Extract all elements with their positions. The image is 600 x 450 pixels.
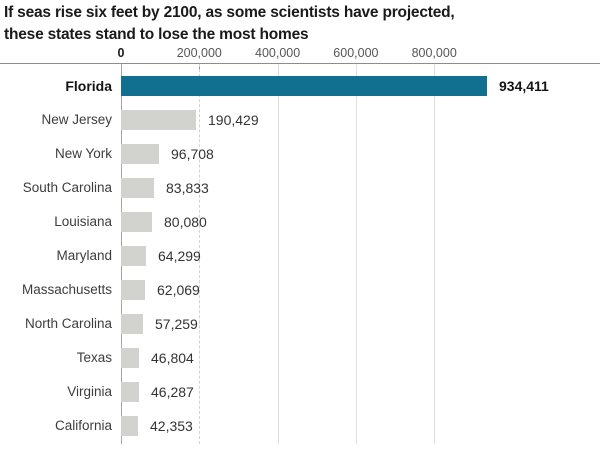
value-label: 80,080 xyxy=(164,214,207,230)
state-label: Florida xyxy=(65,78,112,94)
bar xyxy=(121,76,487,96)
state-label: New York xyxy=(54,146,112,161)
chart-title-line-2: these states stand to lose the most home… xyxy=(4,26,309,43)
value-label: 83,833 xyxy=(166,180,209,196)
bar-row: New York 96,708 xyxy=(0,137,600,171)
bar xyxy=(121,110,196,130)
bar-row: California 42,353 xyxy=(0,409,600,443)
chart-title-line-1: If seas rise six feet by 2100, as some s… xyxy=(4,4,455,21)
x-axis-tick-label: 0 xyxy=(117,46,125,60)
value-label: 190,429 xyxy=(208,112,259,128)
state-label: Maryland xyxy=(56,248,112,263)
bar xyxy=(121,178,154,198)
x-axis-tick-label: 200,000 xyxy=(176,46,222,60)
state-label: Virginia xyxy=(67,384,112,399)
gridline xyxy=(277,64,279,444)
value-label: 46,287 xyxy=(151,384,194,400)
state-label: California xyxy=(54,418,112,433)
bar-row: South Carolina 83,833 xyxy=(0,171,600,205)
bar-rows: Florida 934,411 New Jersey 190,429 New York 9… xyxy=(0,69,600,443)
bar-row: Virginia 46,287 xyxy=(0,375,600,409)
bar-row: Maryland 64,299 xyxy=(0,239,600,273)
x-axis-line xyxy=(0,63,600,64)
value-label: 42,353 xyxy=(150,418,193,434)
x-axis-tick-label: 400,000 xyxy=(255,46,301,60)
value-label: 96,708 xyxy=(171,146,214,162)
bar xyxy=(121,280,145,300)
bar-row: Louisiana 80,080 xyxy=(0,205,600,239)
value-label: 62,069 xyxy=(157,282,200,298)
bar xyxy=(121,246,146,266)
state-label: Texas xyxy=(76,350,112,365)
value-label: 46,804 xyxy=(151,350,194,366)
bar xyxy=(121,348,139,368)
bar xyxy=(121,382,139,402)
state-label: Louisiana xyxy=(54,214,112,229)
state-label: Massachusetts xyxy=(21,282,112,297)
bar xyxy=(121,314,143,334)
state-label: North Carolina xyxy=(24,316,112,331)
x-axis-tick-label: 800,000 xyxy=(411,46,457,60)
value-label: 64,299 xyxy=(158,248,201,264)
value-label: 57,259 xyxy=(155,316,198,332)
value-label: 934,411 xyxy=(499,78,549,94)
bar-row: Texas 46,804 xyxy=(0,341,600,375)
state-label: South Carolina xyxy=(22,180,112,195)
gridline xyxy=(355,64,357,444)
x-axis-tick-label: 600,000 xyxy=(333,46,379,60)
bar-row: New Jersey 190,429 xyxy=(0,103,600,137)
state-label: New Jersey xyxy=(41,112,112,127)
bar xyxy=(121,212,152,232)
bar-row: Massachusetts 62,069 xyxy=(0,273,600,307)
bar-row: Florida 934,411 xyxy=(0,69,600,103)
bar xyxy=(121,144,159,164)
gridline xyxy=(199,64,201,444)
bar xyxy=(121,416,138,436)
bar-row: North Carolina 57,259 xyxy=(0,307,600,341)
gridline xyxy=(434,64,436,444)
